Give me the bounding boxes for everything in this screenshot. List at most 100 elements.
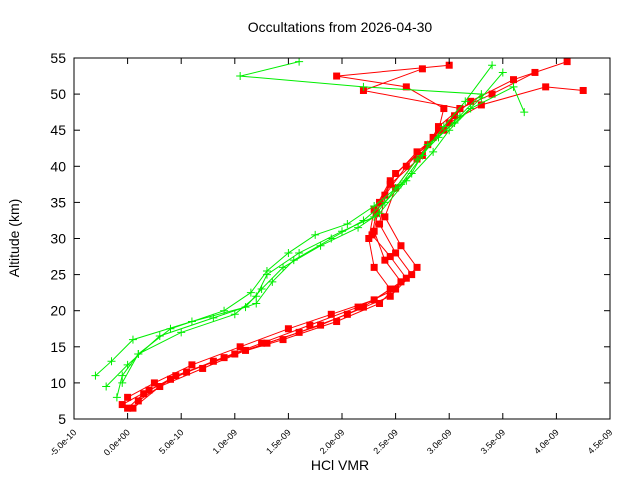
data-point	[124, 404, 132, 412]
data-point	[451, 112, 459, 120]
data-point	[456, 105, 464, 113]
data-point	[370, 263, 378, 271]
data-point	[166, 324, 175, 333]
data-point	[128, 335, 137, 344]
data-point	[381, 256, 389, 264]
data-point	[434, 123, 442, 131]
data-point	[220, 306, 229, 315]
y-tick-label: 40	[50, 158, 66, 174]
data-point	[354, 303, 362, 311]
data-point	[386, 292, 394, 300]
data-point	[289, 256, 298, 265]
y-tick-label: 25	[50, 267, 66, 283]
y-axis-label: Altitude (km)	[6, 199, 22, 278]
data-point	[343, 220, 352, 229]
data-point	[461, 97, 470, 106]
data-point	[365, 235, 373, 242]
profile-line	[127, 68, 462, 398]
data-point	[268, 277, 277, 286]
data-point	[439, 122, 448, 131]
series-0	[118, 58, 587, 412]
data-point	[177, 328, 186, 337]
data-point	[172, 372, 180, 380]
data-point	[488, 61, 497, 70]
data-point	[392, 170, 400, 178]
data-point	[311, 230, 320, 239]
data-point	[402, 274, 410, 282]
data-point	[413, 263, 421, 271]
data-point	[150, 379, 158, 387]
profile-line	[116, 61, 483, 398]
data-point	[118, 401, 126, 409]
data-point	[295, 57, 304, 66]
data-point	[386, 180, 394, 188]
data-point	[429, 147, 438, 156]
data-point	[327, 310, 335, 318]
data-point	[123, 360, 132, 369]
data-point	[295, 248, 304, 257]
data-point	[445, 119, 453, 127]
data-point	[359, 216, 368, 225]
data-point	[279, 263, 288, 272]
y-tick-label: 35	[50, 194, 66, 210]
data-point	[262, 266, 271, 275]
data-point	[376, 220, 384, 228]
plot-frame	[73, 57, 611, 420]
data-point	[386, 177, 394, 185]
data-point	[118, 378, 127, 387]
data-point	[477, 101, 485, 109]
data-point	[140, 390, 148, 398]
profile-line	[105, 72, 504, 387]
data-point	[188, 361, 196, 369]
x-axis-label: HCl VMR	[311, 457, 369, 473]
y-tick-label: 10	[50, 375, 66, 391]
data-point	[375, 209, 384, 218]
profile-line	[138, 64, 450, 402]
data-point	[370, 227, 378, 235]
data-point	[252, 292, 261, 301]
data-point	[510, 76, 518, 84]
data-point	[252, 299, 261, 308]
data-point	[434, 126, 442, 134]
data-point	[242, 346, 250, 354]
y-tick-label: 30	[50, 231, 66, 247]
data-point	[488, 90, 496, 98]
x-tick-label: 4.0e-09	[532, 427, 561, 456]
chart-title: Occultations from 2026-04-30	[248, 19, 433, 35]
data-point	[408, 271, 416, 279]
y-tick-label: 15	[50, 339, 66, 355]
data-point	[91, 371, 100, 380]
profile-line	[121, 86, 584, 406]
data-point	[354, 223, 363, 232]
data-point	[542, 83, 550, 91]
data-point	[376, 299, 384, 307]
data-point	[343, 310, 351, 318]
data-point	[246, 288, 255, 297]
data-point	[317, 321, 325, 329]
data-point	[199, 364, 207, 372]
y-axis: 5 10 15 20 25 30 35 40 45 50 55	[50, 50, 610, 427]
data-point	[333, 318, 341, 326]
data-point	[381, 213, 389, 221]
x-tick-label: 2.5e-09	[371, 427, 400, 456]
data-point	[418, 151, 427, 160]
data-point	[397, 242, 405, 250]
data-point	[327, 234, 336, 243]
data-point	[279, 336, 287, 344]
data-point	[333, 72, 341, 80]
data-point	[440, 105, 448, 113]
data-point	[236, 343, 244, 351]
data-point	[498, 68, 507, 77]
data-point	[134, 397, 142, 405]
x-tick-label: 4.5e-09	[586, 427, 615, 456]
x-tick-label: 0.0e+00	[102, 427, 132, 457]
x-tick-label: 3.5e-09	[479, 427, 508, 456]
data-point	[257, 285, 266, 294]
plot-area	[91, 57, 587, 412]
data-point	[396, 180, 405, 189]
x-tick-label: 1.5e-09	[264, 427, 293, 456]
data-point	[230, 310, 239, 319]
y-tick-label: 20	[50, 303, 66, 319]
data-point	[295, 328, 303, 336]
data-point	[236, 72, 245, 81]
